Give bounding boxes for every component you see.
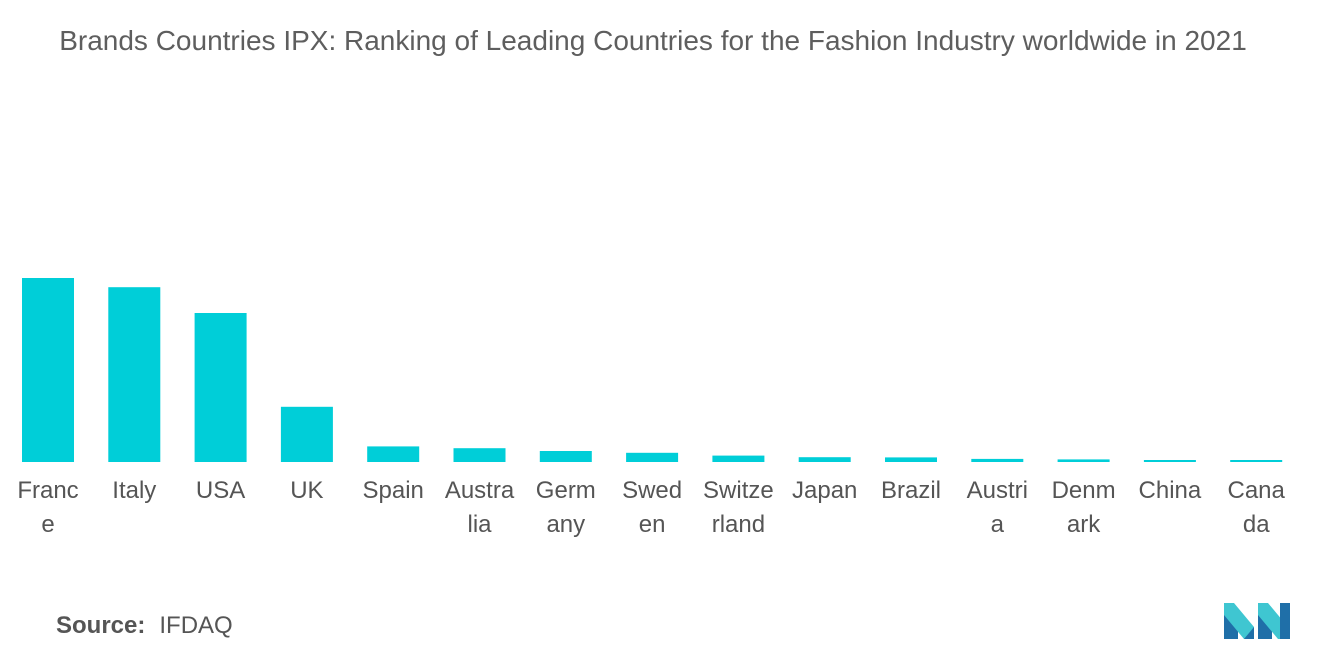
- bar-brazil: [885, 457, 937, 462]
- x-tick-label-usa: USA: [196, 477, 245, 504]
- bar-denmark: [1057, 459, 1110, 462]
- bar-switzerland: [712, 455, 765, 462]
- bar-germany: [539, 451, 592, 462]
- source-note: Source: IFDAQ: [56, 612, 233, 640]
- bar-uk: [280, 406, 333, 462]
- x-tick-label-canada: Cana da: [1228, 477, 1286, 538]
- x-tick-label-france: Franc e: [17, 477, 78, 538]
- x-tick-label-australia: Austra lia: [445, 477, 515, 538]
- bar-china: [1143, 460, 1196, 462]
- x-tick-label-germany: Germ any: [536, 477, 596, 538]
- x-tick-label-uk: UK: [290, 477, 323, 504]
- category-labels-group: Franc e Italy USA UK Spain Austra lia Germ any Swe…: [17, 477, 1285, 538]
- bar-austria: [971, 458, 1024, 462]
- bar-spain: [367, 446, 420, 462]
- bar-australia: [453, 448, 506, 462]
- mordor-intelligence-logo-icon: [1224, 603, 1290, 639]
- x-tick-label-japan: Japan: [792, 477, 857, 504]
- source-value: IFDAQ: [159, 612, 233, 639]
- bar-sweden: [626, 452, 679, 462]
- x-tick-label-china: China: [1139, 477, 1202, 504]
- x-tick-label-brazil: Brazil: [881, 477, 941, 504]
- x-tick-label-sweden: Swed en: [622, 477, 682, 538]
- x-tick-label-denmark: Denm ark: [1052, 477, 1116, 538]
- bar-canada: [1230, 460, 1283, 462]
- chart-title: Brands Countries IPX: Ranking of Leading…: [59, 25, 1247, 56]
- bar-italy: [108, 287, 161, 462]
- source-label: Source:: [56, 612, 146, 639]
- x-tick-label-austria: Austri a: [967, 477, 1028, 538]
- x-tick-label-italy: Italy: [112, 477, 156, 504]
- bar-usa: [194, 313, 247, 462]
- bars-group: [22, 278, 1283, 462]
- x-tick-label-spain: Spain: [363, 477, 424, 504]
- bar-japan: [798, 457, 851, 462]
- x-tick-label-switzerland: Switze rland: [703, 477, 774, 538]
- bar-france: [22, 278, 74, 462]
